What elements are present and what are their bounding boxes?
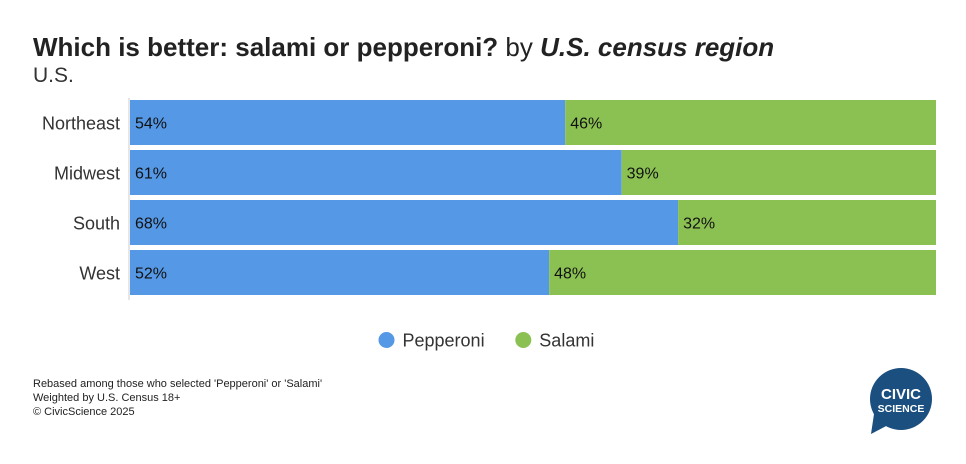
chart-footer: Rebased among those who selected 'Pepper… <box>33 377 322 419</box>
civicscience-logo: CIVIC SCIENCE <box>870 368 932 434</box>
data-label-pepperoni-west: 52% <box>135 266 167 283</box>
chart-title-by: by <box>498 32 541 62</box>
bar-pepperoni-northeast <box>130 100 566 145</box>
data-label-salami-south: 32% <box>683 216 715 233</box>
data-label-salami-northeast: 46% <box>570 116 602 133</box>
category-label-west: West <box>79 264 120 284</box>
legend-marker-salami <box>515 332 532 348</box>
logo-text-science: SCIENCE <box>878 403 925 415</box>
footer-note-weighted: Weighted by U.S. Census 18+ <box>33 392 181 404</box>
data-label-salami-west: 48% <box>554 266 586 283</box>
legend-marker-pepperoni <box>378 332 395 348</box>
chart-title: Which is better: salami or pepperoni? by… <box>33 31 774 63</box>
chart-title-main: Which is better: salami or pepperoni? <box>33 32 499 62</box>
bar-salami-south <box>678 200 936 245</box>
legend-label-pepperoni: Pepperoni <box>403 331 485 351</box>
bar-salami-northeast <box>565 100 936 145</box>
data-label-pepperoni-northeast: 54% <box>135 116 167 133</box>
legend-label-salami: Salami <box>539 331 594 351</box>
category-label-northeast: Northeast <box>42 114 120 134</box>
logo-badge-icon <box>870 368 932 434</box>
footer-note-rebased: Rebased among those who selected 'Pepper… <box>33 378 323 390</box>
logo-text-civic: CIVIC <box>881 386 921 403</box>
data-label-pepperoni-south: 68% <box>135 216 167 233</box>
category-label-south: South <box>73 214 120 234</box>
category-label-midwest: Midwest <box>54 164 120 184</box>
footer-copyright: © CivicScience 2025 <box>33 406 135 418</box>
bar-pepperoni-midwest <box>130 150 622 195</box>
data-label-pepperoni-midwest: 61% <box>135 166 167 183</box>
bar-pepperoni-south <box>130 200 679 245</box>
chart-subtitle: U.S. <box>33 64 74 87</box>
chart-title-region: U.S. census region <box>540 32 775 62</box>
bar-salami-midwest <box>621 150 936 195</box>
bar-salami-west <box>549 250 936 295</box>
bar-pepperoni-west <box>130 250 550 295</box>
data-label-salami-midwest: 39% <box>627 166 659 183</box>
